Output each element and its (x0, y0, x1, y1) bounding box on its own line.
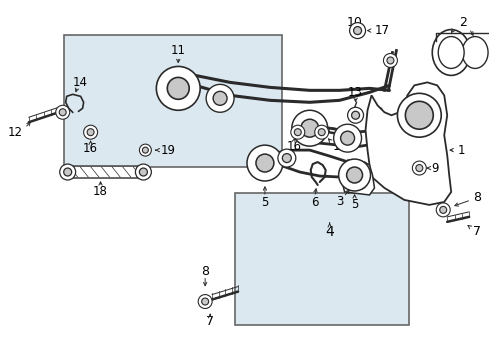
Text: 14: 14 (73, 76, 88, 89)
Circle shape (358, 181, 366, 189)
Circle shape (140, 144, 151, 156)
Text: 10: 10 (346, 16, 363, 29)
Circle shape (440, 206, 447, 213)
Circle shape (352, 111, 360, 119)
Text: 16: 16 (83, 141, 98, 155)
Text: 16: 16 (286, 140, 301, 153)
Circle shape (349, 23, 366, 39)
Polygon shape (342, 160, 374, 195)
Circle shape (59, 109, 66, 116)
Text: 11: 11 (171, 44, 186, 57)
Ellipse shape (462, 37, 488, 68)
Circle shape (384, 54, 397, 67)
Circle shape (315, 125, 329, 139)
Circle shape (282, 154, 292, 163)
Circle shape (84, 125, 98, 139)
Circle shape (354, 27, 362, 35)
Text: 3: 3 (336, 195, 343, 208)
Circle shape (278, 149, 296, 167)
Polygon shape (366, 82, 451, 205)
Circle shape (198, 294, 212, 309)
Text: 11: 11 (412, 132, 427, 145)
Circle shape (156, 67, 200, 110)
Text: 12: 12 (8, 126, 23, 139)
Circle shape (167, 77, 189, 99)
Text: 5: 5 (261, 197, 269, 210)
Text: 13: 13 (348, 86, 363, 99)
Circle shape (413, 161, 426, 175)
Text: 19: 19 (160, 144, 175, 157)
Ellipse shape (432, 30, 470, 75)
Text: 1: 1 (457, 144, 465, 157)
Circle shape (301, 119, 318, 137)
Circle shape (256, 154, 274, 172)
Text: 18: 18 (93, 185, 108, 198)
Circle shape (339, 159, 370, 191)
Text: 15: 15 (332, 140, 347, 153)
Circle shape (346, 167, 363, 183)
Circle shape (247, 145, 283, 181)
Circle shape (140, 168, 147, 176)
Circle shape (416, 165, 423, 171)
Circle shape (143, 147, 148, 153)
Circle shape (56, 105, 70, 119)
Circle shape (347, 107, 364, 123)
Bar (235, 193, 409, 325)
Text: 6: 6 (311, 197, 318, 210)
Circle shape (334, 124, 362, 152)
Circle shape (87, 129, 94, 136)
Text: 5: 5 (351, 198, 358, 211)
Text: 17: 17 (374, 24, 390, 37)
Circle shape (436, 203, 450, 217)
FancyBboxPatch shape (65, 166, 147, 178)
Text: 7: 7 (473, 225, 481, 238)
Text: 8: 8 (473, 192, 481, 204)
Circle shape (213, 91, 227, 105)
Circle shape (202, 298, 209, 305)
Text: 8: 8 (201, 265, 209, 278)
Circle shape (341, 131, 355, 145)
Circle shape (387, 57, 394, 64)
Circle shape (135, 164, 151, 180)
Circle shape (405, 101, 433, 129)
Circle shape (294, 129, 301, 136)
Circle shape (397, 93, 441, 137)
Circle shape (64, 168, 72, 176)
Circle shape (60, 164, 75, 180)
Circle shape (318, 129, 325, 136)
Circle shape (354, 168, 362, 176)
Text: 9: 9 (432, 162, 439, 175)
Circle shape (292, 110, 328, 146)
Ellipse shape (438, 37, 464, 68)
Circle shape (291, 125, 305, 139)
Text: 2: 2 (459, 16, 467, 29)
Circle shape (347, 181, 356, 189)
Text: 4: 4 (325, 225, 334, 239)
Circle shape (206, 84, 234, 112)
Bar (64, 35, 282, 167)
Text: 7: 7 (206, 315, 214, 328)
